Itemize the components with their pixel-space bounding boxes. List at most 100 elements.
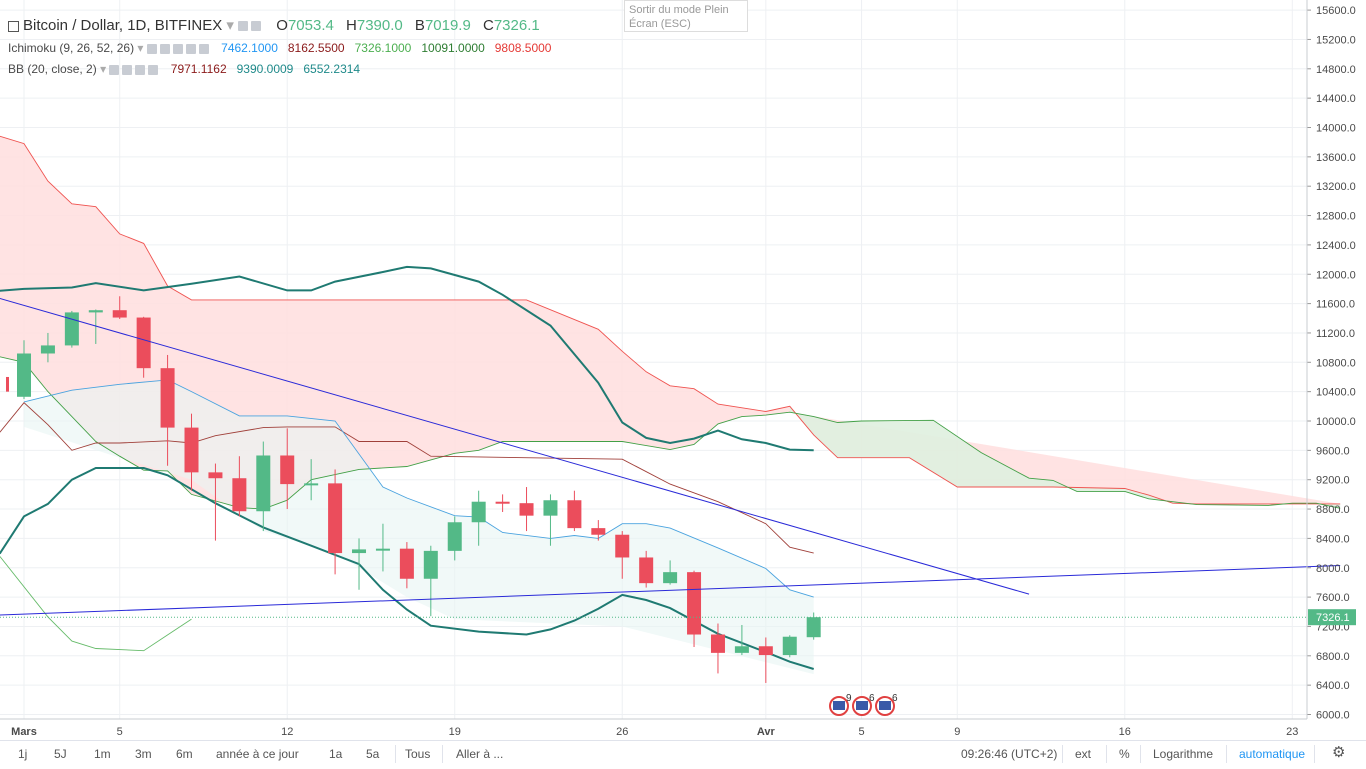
candle-body[interactable]	[471, 501, 486, 523]
candle-body[interactable]	[615, 534, 630, 558]
candle-body[interactable]	[591, 528, 606, 535]
ichimoku-cloud	[0, 136, 1341, 675]
kijun-line	[0, 265, 814, 452]
chevron-down-icon[interactable]: ▾	[100, 62, 107, 76]
divider	[1062, 745, 1063, 763]
candle-body[interactable]	[352, 549, 367, 554]
gear-icon[interactable]	[251, 21, 262, 32]
candle-body[interactable]	[519, 503, 534, 516]
candle-body[interactable]	[423, 550, 438, 579]
close-label: C	[483, 17, 494, 34]
chikou-line	[0, 556, 192, 652]
divider	[1106, 745, 1107, 763]
candle-body[interactable]	[328, 483, 343, 554]
close-icon[interactable]	[198, 43, 209, 54]
gear-icon[interactable]	[122, 64, 133, 75]
eye-icon[interactable]	[109, 64, 120, 75]
price-axis[interactable]: 15600.0 15200.0 14800.0 14400.0 14000.0 13600…	[1306, 0, 1356, 722]
range-6m[interactable]: 6m	[176, 747, 193, 761]
percent-toggle[interactable]: %	[1119, 747, 1130, 761]
candle-body[interactable]	[782, 636, 797, 656]
candle-body[interactable]	[304, 483, 319, 486]
goto-button[interactable]: Aller à ...	[456, 747, 504, 761]
candle-body[interactable]	[447, 522, 462, 551]
time-axis[interactable]: Mars 5 12 19 26 Avr 5 9 16 23	[0, 718, 1307, 738]
range-ytd[interactable]: année à ce jour	[216, 747, 299, 761]
candle-body[interactable]	[280, 455, 295, 485]
price-tick-label: 8800.0	[1316, 504, 1350, 516]
candle-body[interactable]	[208, 472, 223, 479]
range-5d[interactable]: 5J	[54, 747, 67, 761]
candle-body[interactable]	[639, 557, 654, 584]
ext-toggle[interactable]: ext	[1075, 747, 1092, 761]
flag-icon	[856, 701, 868, 710]
time-tick-label: 12	[281, 726, 293, 738]
auto-toggle[interactable]: automatique	[1239, 747, 1306, 761]
candle-body[interactable]	[40, 345, 55, 354]
candle-body[interactable]	[710, 634, 725, 653]
price-tick-label: 15600.0	[1316, 5, 1356, 17]
eye-icon[interactable]	[238, 21, 249, 32]
ichimoku-name: Ichimoku (9, 26, 52, 26)	[8, 41, 135, 55]
gear-icon[interactable]	[159, 43, 170, 54]
range-1d[interactable]: 1j	[18, 747, 28, 761]
trendlines[interactable]	[0, 278, 1341, 618]
close-icon[interactable]	[148, 64, 159, 75]
candles[interactable]	[6, 296, 821, 683]
candle-body[interactable]	[758, 646, 773, 656]
range-5y[interactable]: 5a	[366, 747, 380, 761]
candle-body[interactable]	[136, 317, 151, 369]
price-tick-label: 11600.0	[1316, 299, 1355, 311]
log-toggle[interactable]: Logarithme	[1153, 747, 1214, 761]
price-tick-label: 9600.0	[1316, 445, 1350, 457]
candle-body[interactable]	[567, 500, 582, 529]
price-tick-label: 14800.0	[1316, 64, 1356, 76]
candle-body[interactable]	[232, 478, 247, 512]
price-tick-label: 13200.0	[1316, 181, 1356, 193]
eye-icon[interactable]	[146, 43, 157, 54]
candle-body[interactable]	[543, 500, 558, 516]
candle-body[interactable]	[6, 376, 9, 392]
candle-body[interactable]	[17, 353, 31, 397]
candle-body[interactable]	[112, 310, 127, 318]
range-all[interactable]: Tous	[405, 747, 431, 761]
exit-fullscreen-tooltip[interactable]: Sortir du mode Plein Écran (ESC)	[624, 0, 748, 32]
candle-body[interactable]	[375, 548, 390, 551]
plus-icon[interactable]	[135, 64, 146, 75]
chevron-down-icon[interactable]: ▾	[137, 41, 144, 55]
open-value: 7053.4	[287, 17, 334, 34]
candle-body[interactable]	[184, 427, 199, 473]
price-tick-label: 13600.0	[1316, 152, 1356, 164]
event-count: 6	[869, 693, 875, 704]
candle-body[interactable]	[160, 368, 175, 428]
gear-icon[interactable]: ⚙	[1332, 744, 1346, 761]
candle-body[interactable]	[734, 646, 749, 653]
candle-body[interactable]	[495, 501, 510, 504]
code-icon[interactable]	[172, 43, 183, 54]
price-tick-label: 14000.0	[1316, 123, 1356, 135]
collapse-icon[interactable]	[8, 20, 19, 32]
chevron-down-icon[interactable]: ▾	[226, 17, 234, 34]
ichimoku-value-5: 9808.5000	[494, 41, 552, 55]
event-count: 9	[846, 693, 852, 704]
economic-events[interactable]: 9 6 6	[829, 693, 898, 716]
price-tick-label: 10400.0	[1316, 387, 1356, 399]
price-tick-label: 12000.0	[1316, 269, 1356, 281]
range-3m[interactable]: 3m	[135, 747, 152, 761]
range-1m[interactable]: 1m	[94, 747, 111, 761]
candle-body[interactable]	[256, 455, 271, 512]
symbol-legend: Bitcoin / Dollar, 1D, BITFINEX ▾ O7053.4…	[8, 16, 540, 34]
candle-body[interactable]	[687, 572, 702, 635]
plus-icon[interactable]	[185, 43, 196, 54]
trendline-down[interactable]	[0, 278, 1030, 595]
bb-value-1: 7971.1162	[170, 62, 227, 76]
candle-body[interactable]	[88, 310, 103, 313]
candle-body[interactable]	[806, 617, 821, 638]
time-tick-label: 16	[1119, 726, 1131, 738]
candle-body[interactable]	[399, 548, 414, 579]
candle-body[interactable]	[663, 572, 678, 584]
open-label: O	[276, 17, 288, 34]
range-1y[interactable]: 1a	[329, 747, 343, 761]
trendline-up[interactable]	[0, 565, 1341, 618]
